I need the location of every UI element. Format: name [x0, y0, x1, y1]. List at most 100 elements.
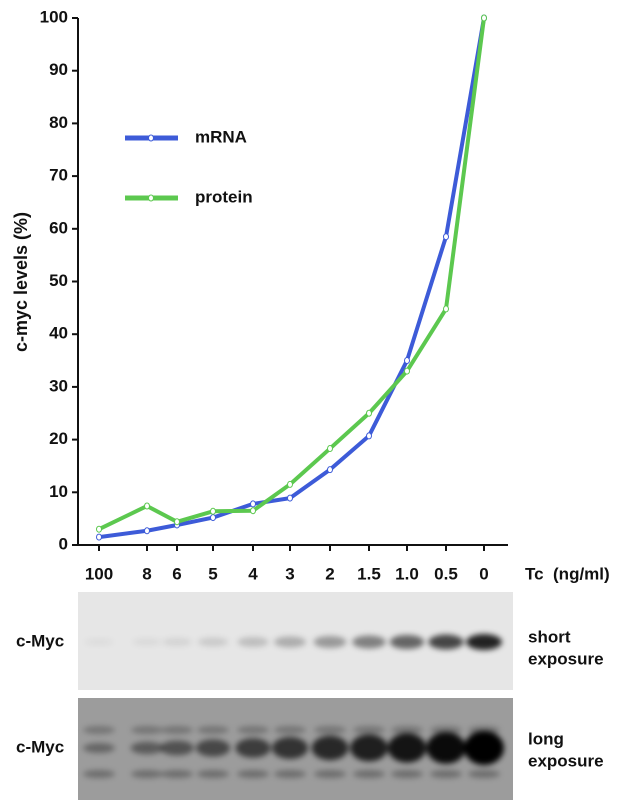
y-tick-label: 100	[40, 7, 68, 26]
band	[197, 637, 229, 647]
band	[391, 726, 423, 734]
band	[428, 634, 464, 650]
band	[352, 635, 386, 649]
band	[237, 770, 269, 778]
y-tick-label: 60	[49, 218, 68, 237]
x-tick-label: 8	[142, 564, 151, 583]
line	[98, 17, 486, 540]
x-tick-label: 6	[172, 564, 181, 583]
band	[391, 770, 423, 778]
band	[350, 734, 388, 762]
band	[83, 726, 115, 734]
x-tick-label: 4	[248, 564, 258, 583]
band	[197, 726, 229, 734]
bands	[83, 726, 504, 778]
band	[274, 636, 306, 648]
band	[162, 638, 192, 646]
band	[311, 735, 349, 761]
point	[210, 514, 216, 522]
legend-label: protein	[195, 187, 253, 206]
point	[366, 409, 372, 417]
bands	[85, 634, 502, 650]
point	[327, 445, 333, 453]
blot-label: c-Myc	[16, 737, 64, 756]
x-tick-label: 0.5	[434, 564, 458, 583]
point	[404, 357, 410, 365]
y-axis-label: c-myc levels (%)	[11, 212, 31, 352]
point	[287, 480, 293, 488]
exposure-label: exposure	[528, 751, 604, 770]
point	[250, 507, 256, 515]
point	[443, 305, 449, 313]
band	[387, 733, 427, 763]
band	[160, 740, 194, 756]
band	[466, 634, 502, 650]
band	[161, 770, 193, 778]
point	[404, 367, 410, 375]
band	[237, 726, 269, 734]
band	[313, 636, 347, 648]
band	[464, 731, 504, 765]
point	[144, 502, 150, 510]
band	[197, 770, 229, 778]
point	[481, 14, 487, 22]
band	[468, 726, 500, 734]
band	[314, 726, 346, 734]
point	[96, 533, 102, 541]
point	[443, 233, 449, 241]
line	[98, 17, 486, 531]
point	[327, 466, 333, 474]
band	[83, 770, 115, 778]
x-tick-label: 3	[285, 564, 294, 583]
band	[83, 743, 115, 753]
band	[132, 638, 162, 646]
band	[468, 770, 500, 778]
band	[353, 770, 385, 778]
point	[210, 507, 216, 515]
exposure-label: short	[528, 627, 571, 646]
band	[131, 726, 163, 734]
band	[353, 726, 385, 734]
exposure-label: exposure	[528, 649, 604, 668]
x-tick-label: 1.5	[357, 564, 381, 583]
band	[235, 738, 271, 758]
x-tick-label: 0	[479, 564, 488, 583]
y-tick-label: 0	[59, 534, 68, 553]
band	[237, 637, 269, 647]
band	[314, 770, 346, 778]
band	[430, 726, 462, 734]
y-tick-label: 40	[49, 324, 68, 343]
band	[131, 770, 163, 778]
y-tick-label: 90	[49, 60, 68, 79]
band	[274, 770, 306, 778]
band	[130, 741, 164, 755]
band	[272, 737, 308, 759]
x-tick-label: 1.0	[395, 564, 419, 583]
x-tick-label: 2	[325, 564, 334, 583]
band	[85, 639, 113, 645]
legend-label: mRNA	[195, 127, 247, 146]
point	[366, 432, 372, 440]
y-tick-label: 80	[49, 113, 68, 132]
band	[426, 732, 466, 764]
y-tick-label: 70	[49, 166, 68, 185]
band	[389, 635, 425, 649]
point	[250, 500, 256, 508]
band	[161, 726, 193, 734]
legend-marker	[148, 134, 154, 142]
blot-label: c-Myc	[16, 631, 64, 650]
point	[96, 525, 102, 533]
point	[144, 527, 150, 535]
band	[195, 739, 231, 757]
point	[287, 494, 293, 502]
y-tick-label: 10	[49, 482, 68, 501]
band	[274, 726, 306, 734]
y-tick-label: 50	[49, 271, 68, 290]
y-tick-label: 30	[49, 376, 68, 395]
x-tick-label: 100	[85, 564, 113, 583]
legend-marker	[148, 194, 154, 202]
band	[430, 770, 462, 778]
point	[174, 518, 180, 526]
x-tick-label: 5	[208, 564, 217, 583]
